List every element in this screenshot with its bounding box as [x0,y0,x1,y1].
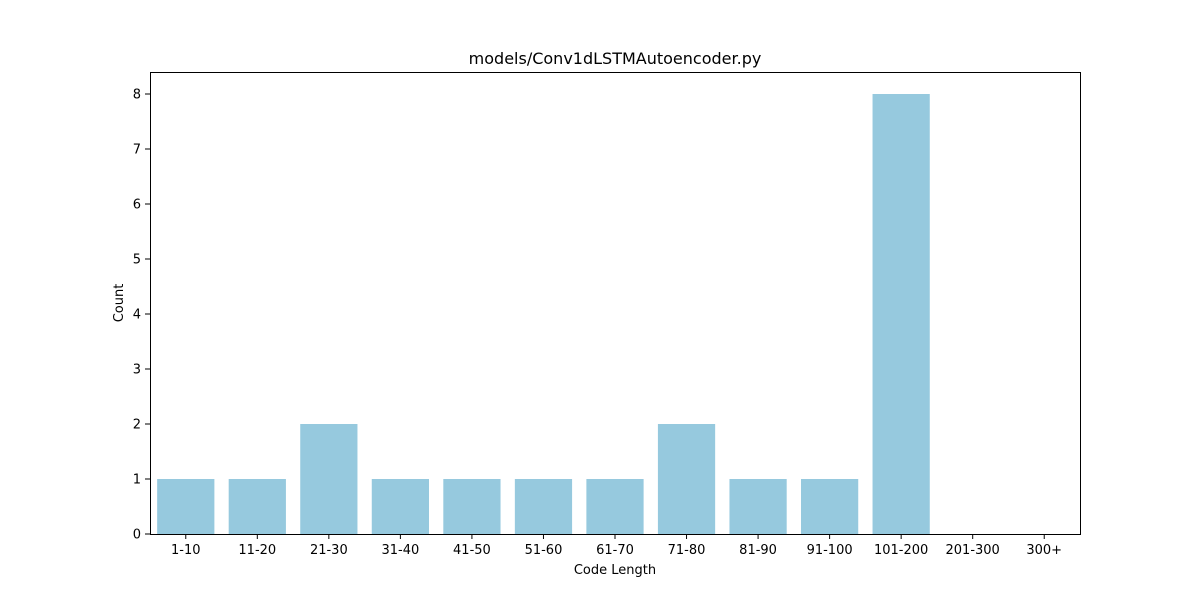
x-tick-label: 61-70 [596,543,634,558]
y-tick-label: 1 [133,473,141,488]
bar-101-200 [872,94,930,534]
x-tick-label: 300+ [1026,543,1062,558]
x-tick-label: 21-30 [310,543,348,558]
bar-41-50 [443,479,501,534]
x-tick-label: 71-80 [668,543,706,558]
x-axis: 1-10 11-20 21-30 31-40 41-50 51-60 61-70 71-80 8… [171,534,1062,558]
y-axis-label: Count [112,284,127,323]
y-tick-label: 2 [133,418,141,433]
y-axis: 0 1 2 3 4 5 6 7 8 [133,88,150,543]
y-tick-label: 6 [133,198,141,213]
bar-61-70 [586,479,644,534]
x-tick-label: 91-100 [807,543,853,558]
bar-51-60 [514,479,573,534]
y-tick-label: 0 [133,528,141,543]
bar-21-30 [300,424,358,534]
y-tick-label: 4 [133,308,141,323]
x-tick-label: 101-200 [874,543,928,558]
y-tick-label: 3 [133,363,141,378]
y-tick-label: 7 [133,143,141,158]
x-tick-label: 51-60 [525,543,563,558]
x-tick-label: 41-50 [453,543,491,558]
bar-81-90 [729,479,787,534]
y-tick-label: 5 [133,253,141,268]
chart-title: models/Conv1dLSTMAutoencoder.py [469,49,762,68]
x-tick-label: 31-40 [381,543,419,558]
x-axis-label: Code Length [574,563,656,578]
x-tick-label: 11-20 [238,543,276,558]
bar-1-10 [157,479,215,534]
bars-group [157,94,930,534]
bar-31-40 [371,479,429,534]
bar-91-100 [801,479,859,534]
x-tick-label: 81-90 [739,543,777,558]
plot-frame [150,72,1081,535]
bar-71-80 [657,424,716,534]
y-tick-label: 8 [133,88,141,103]
bar-11-20 [228,479,286,534]
x-tick-label: 201-300 [946,543,1000,558]
x-tick-label: 1-10 [171,543,201,558]
